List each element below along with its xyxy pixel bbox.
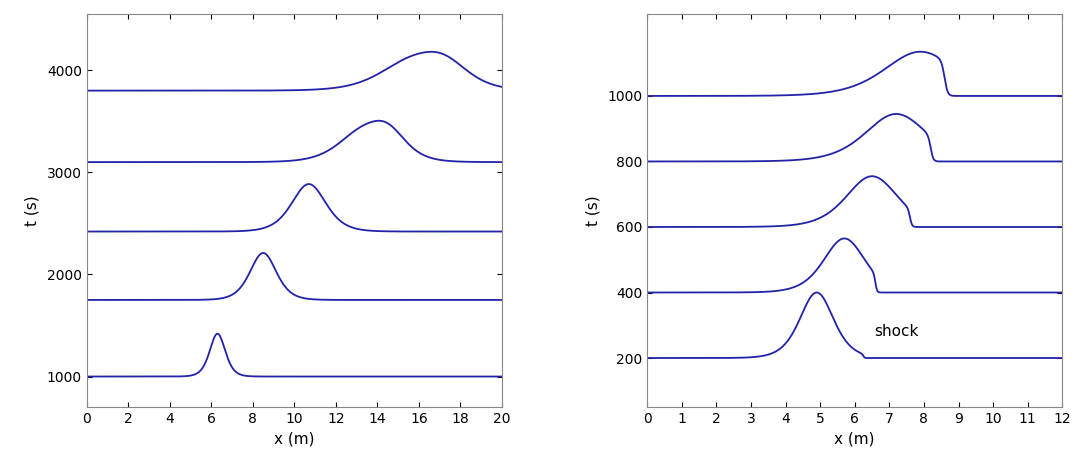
X-axis label: x (m): x (m)	[835, 431, 875, 446]
Y-axis label: t (s): t (s)	[25, 195, 40, 226]
Y-axis label: t (s): t (s)	[585, 195, 601, 226]
X-axis label: x (m): x (m)	[274, 431, 314, 446]
Text: shock: shock	[874, 324, 918, 339]
